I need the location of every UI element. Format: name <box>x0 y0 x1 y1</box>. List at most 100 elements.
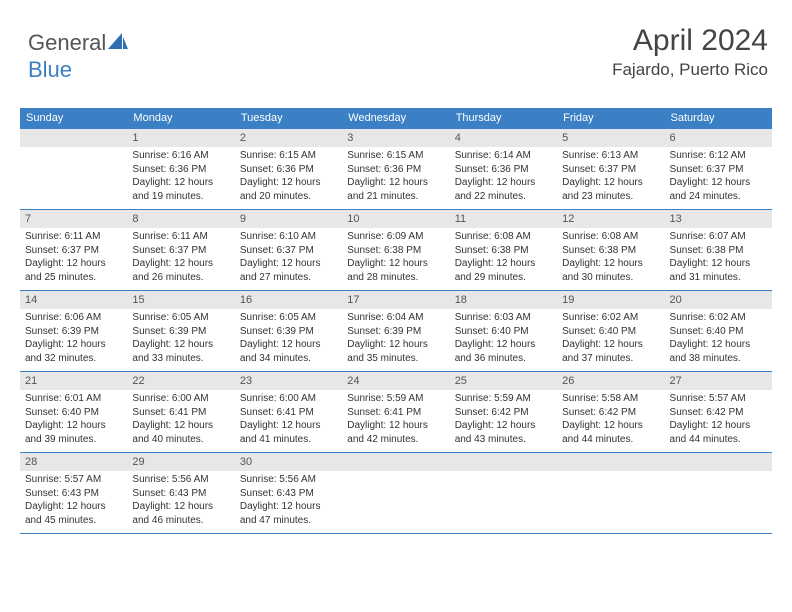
sunrise-text: Sunrise: 6:15 AM <box>347 149 444 163</box>
calendar-day-cell: 13Sunrise: 6:07 AMSunset: 6:38 PMDayligh… <box>665 210 772 290</box>
day-details: Sunrise: 6:16 AMSunset: 6:36 PMDaylight:… <box>127 147 234 207</box>
day-number: 26 <box>557 372 664 390</box>
weekday-header: Friday <box>557 108 664 129</box>
daylight-text: Daylight: 12 hours and 39 minutes. <box>25 419 122 446</box>
sunrise-text: Sunrise: 6:11 AM <box>25 230 122 244</box>
daylight-text: Daylight: 12 hours and 20 minutes. <box>240 176 337 203</box>
day-number: 14 <box>20 291 127 309</box>
day-details: Sunrise: 6:07 AMSunset: 6:38 PMDaylight:… <box>665 228 772 288</box>
day-details: Sunrise: 6:02 AMSunset: 6:40 PMDaylight:… <box>665 309 772 369</box>
day-details: Sunrise: 6:11 AMSunset: 6:37 PMDaylight:… <box>127 228 234 288</box>
day-number: 12 <box>557 210 664 228</box>
sunrise-text: Sunrise: 6:04 AM <box>347 311 444 325</box>
weekday-header: Sunday <box>20 108 127 129</box>
calendar-week-row: 1Sunrise: 6:16 AMSunset: 6:36 PMDaylight… <box>20 129 772 210</box>
calendar-day-cell <box>342 453 449 533</box>
daylight-text: Daylight: 12 hours and 25 minutes. <box>25 257 122 284</box>
calendar-day-cell: 1Sunrise: 6:16 AMSunset: 6:36 PMDaylight… <box>127 129 234 209</box>
sunrise-text: Sunrise: 6:02 AM <box>562 311 659 325</box>
sunrise-text: Sunrise: 6:15 AM <box>240 149 337 163</box>
daylight-text: Daylight: 12 hours and 38 minutes. <box>670 338 767 365</box>
sunset-text: Sunset: 6:37 PM <box>240 244 337 258</box>
calendar-day-cell <box>20 129 127 209</box>
day-details: Sunrise: 6:15 AMSunset: 6:36 PMDaylight:… <box>342 147 449 207</box>
day-number: 16 <box>235 291 342 309</box>
sunset-text: Sunset: 6:40 PM <box>455 325 552 339</box>
calendar-week-row: 21Sunrise: 6:01 AMSunset: 6:40 PMDayligh… <box>20 372 772 453</box>
calendar-day-cell: 23Sunrise: 6:00 AMSunset: 6:41 PMDayligh… <box>235 372 342 452</box>
daylight-text: Daylight: 12 hours and 44 minutes. <box>670 419 767 446</box>
sunset-text: Sunset: 6:38 PM <box>670 244 767 258</box>
sunrise-text: Sunrise: 6:16 AM <box>132 149 229 163</box>
calendar-day-cell: 19Sunrise: 6:02 AMSunset: 6:40 PMDayligh… <box>557 291 664 371</box>
daylight-text: Daylight: 12 hours and 30 minutes. <box>562 257 659 284</box>
daylight-text: Daylight: 12 hours and 24 minutes. <box>670 176 767 203</box>
sunrise-text: Sunrise: 6:00 AM <box>132 392 229 406</box>
header: April 2024 Fajardo, Puerto Rico <box>612 24 768 80</box>
day-details: Sunrise: 5:58 AMSunset: 6:42 PMDaylight:… <box>557 390 664 450</box>
calendar-day-cell: 2Sunrise: 6:15 AMSunset: 6:36 PMDaylight… <box>235 129 342 209</box>
day-details: Sunrise: 5:59 AMSunset: 6:41 PMDaylight:… <box>342 390 449 450</box>
day-details: Sunrise: 6:08 AMSunset: 6:38 PMDaylight:… <box>450 228 557 288</box>
daylight-text: Daylight: 12 hours and 23 minutes. <box>562 176 659 203</box>
day-number: 25 <box>450 372 557 390</box>
day-number: 21 <box>20 372 127 390</box>
sunset-text: Sunset: 6:41 PM <box>347 406 444 420</box>
day-details: Sunrise: 6:14 AMSunset: 6:36 PMDaylight:… <box>450 147 557 207</box>
day-details: Sunrise: 6:04 AMSunset: 6:39 PMDaylight:… <box>342 309 449 369</box>
sunrise-text: Sunrise: 6:07 AM <box>670 230 767 244</box>
sunrise-text: Sunrise: 6:01 AM <box>25 392 122 406</box>
daylight-text: Daylight: 12 hours and 42 minutes. <box>347 419 444 446</box>
daylight-text: Daylight: 12 hours and 43 minutes. <box>455 419 552 446</box>
calendar-day-cell <box>557 453 664 533</box>
daylight-text: Daylight: 12 hours and 47 minutes. <box>240 500 337 527</box>
day-number: 15 <box>127 291 234 309</box>
daylight-text: Daylight: 12 hours and 29 minutes. <box>455 257 552 284</box>
day-number: 23 <box>235 372 342 390</box>
day-number: 7 <box>20 210 127 228</box>
calendar-day-cell: 8Sunrise: 6:11 AMSunset: 6:37 PMDaylight… <box>127 210 234 290</box>
sunset-text: Sunset: 6:42 PM <box>670 406 767 420</box>
sunset-text: Sunset: 6:41 PM <box>132 406 229 420</box>
calendar-day-cell: 27Sunrise: 5:57 AMSunset: 6:42 PMDayligh… <box>665 372 772 452</box>
day-details: Sunrise: 6:10 AMSunset: 6:37 PMDaylight:… <box>235 228 342 288</box>
day-details: Sunrise: 6:05 AMSunset: 6:39 PMDaylight:… <box>127 309 234 369</box>
sunrise-text: Sunrise: 6:03 AM <box>455 311 552 325</box>
day-number <box>557 453 664 471</box>
day-number: 20 <box>665 291 772 309</box>
day-number: 3 <box>342 129 449 147</box>
daylight-text: Daylight: 12 hours and 19 minutes. <box>132 176 229 203</box>
calendar-day-cell: 15Sunrise: 6:05 AMSunset: 6:39 PMDayligh… <box>127 291 234 371</box>
day-details: Sunrise: 6:05 AMSunset: 6:39 PMDaylight:… <box>235 309 342 369</box>
day-details: Sunrise: 5:56 AMSunset: 6:43 PMDaylight:… <box>127 471 234 531</box>
sunrise-text: Sunrise: 6:08 AM <box>455 230 552 244</box>
calendar-day-cell: 29Sunrise: 5:56 AMSunset: 6:43 PMDayligh… <box>127 453 234 533</box>
calendar-day-cell: 26Sunrise: 5:58 AMSunset: 6:42 PMDayligh… <box>557 372 664 452</box>
daylight-text: Daylight: 12 hours and 36 minutes. <box>455 338 552 365</box>
weekday-header: Thursday <box>450 108 557 129</box>
day-number: 4 <box>450 129 557 147</box>
calendar: Sunday Monday Tuesday Wednesday Thursday… <box>20 108 772 534</box>
daylight-text: Daylight: 12 hours and 26 minutes. <box>132 257 229 284</box>
day-details: Sunrise: 6:12 AMSunset: 6:37 PMDaylight:… <box>665 147 772 207</box>
day-number: 18 <box>450 291 557 309</box>
daylight-text: Daylight: 12 hours and 46 minutes. <box>132 500 229 527</box>
day-number <box>20 129 127 147</box>
day-number: 1 <box>127 129 234 147</box>
calendar-day-cell <box>665 453 772 533</box>
sunrise-text: Sunrise: 6:11 AM <box>132 230 229 244</box>
weekday-header: Saturday <box>665 108 772 129</box>
calendar-week-row: 7Sunrise: 6:11 AMSunset: 6:37 PMDaylight… <box>20 210 772 291</box>
calendar-day-cell: 4Sunrise: 6:14 AMSunset: 6:36 PMDaylight… <box>450 129 557 209</box>
day-number: 9 <box>235 210 342 228</box>
day-details: Sunrise: 6:01 AMSunset: 6:40 PMDaylight:… <box>20 390 127 450</box>
sunrise-text: Sunrise: 6:08 AM <box>562 230 659 244</box>
day-number: 10 <box>342 210 449 228</box>
calendar-header-row: Sunday Monday Tuesday Wednesday Thursday… <box>20 108 772 129</box>
day-details: Sunrise: 6:00 AMSunset: 6:41 PMDaylight:… <box>127 390 234 450</box>
day-details: Sunrise: 6:02 AMSunset: 6:40 PMDaylight:… <box>557 309 664 369</box>
sunset-text: Sunset: 6:37 PM <box>670 163 767 177</box>
daylight-text: Daylight: 12 hours and 28 minutes. <box>347 257 444 284</box>
day-details: Sunrise: 5:56 AMSunset: 6:43 PMDaylight:… <box>235 471 342 531</box>
sunrise-text: Sunrise: 6:02 AM <box>670 311 767 325</box>
